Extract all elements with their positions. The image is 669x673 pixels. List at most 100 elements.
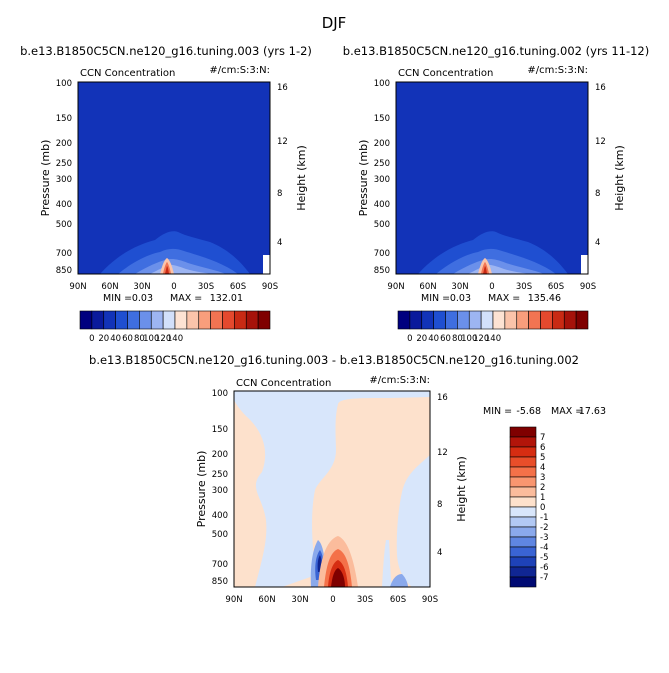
panel-c-ytick: 400 (212, 511, 228, 521)
panel-a-ytick: 150 (56, 114, 72, 124)
panel-a-xtick: 90S (262, 282, 278, 292)
panel-a-colorbar-swatch (162, 310, 176, 330)
panel-c-colorbar-swatch (509, 576, 537, 588)
panel-c-colorbar-label: -5 (540, 553, 548, 563)
panel-b-xtick: 0 (489, 282, 494, 292)
panel-a-colorbar-label: 100 (143, 334, 159, 344)
panel-a-xtick: 30S (198, 282, 214, 292)
panel-b-ytick: 200 (374, 139, 390, 149)
panel-c-colorbar-swatch (509, 466, 537, 478)
panel-b-min-value: 0.03 (450, 293, 471, 304)
panel-c-ytick: 250 (212, 470, 228, 480)
panel-c-colorbar-swatch (509, 506, 537, 518)
panel-c-colorbar-label: 6 (540, 443, 545, 453)
panel-b-colorbar-swatch (433, 310, 446, 330)
panel-c-xtick: 60S (390, 595, 406, 605)
panel-b-colorbar-swatch (528, 310, 541, 330)
panel-c-colorbar-swatch (509, 456, 537, 468)
panel-b-colorbar-label: 40 (428, 334, 439, 344)
panel-c-colorbar-label: -2 (540, 523, 548, 533)
panel-c-xtick: 30N (291, 595, 308, 605)
panel-b-ylabel: Pressure (mb) (357, 140, 370, 217)
panel-b-ytick: 100 (374, 79, 390, 89)
panel-a-ytick-right: 4 (277, 238, 282, 248)
panel-c-colorbar-label: -4 (540, 543, 548, 553)
panel-c-ylabel-right: Height (km) (455, 456, 468, 522)
panel-c-colorbar-swatch (509, 536, 537, 548)
panel-a-ytick: 100 (56, 79, 72, 89)
panel-b-peak-core (483, 266, 487, 274)
panel-c-xtick: 90S (422, 595, 438, 605)
panel-b-ytick: 850 (374, 266, 390, 276)
panel-c-colorbar-swatch (509, 556, 537, 568)
panel-a-peak-core (165, 266, 169, 274)
panel-b-colorbar-swatch (421, 310, 434, 330)
panel-b: b.e13.B1850C5CN.ne120_g16.tuning.002 (yr… (343, 44, 649, 344)
panel-b-colorbar-swatch (516, 310, 529, 330)
panel-b-colorbar-label: 140 (485, 334, 501, 344)
panel-a-ytick: 400 (56, 200, 72, 210)
panel-c-ytick: 100 (212, 389, 228, 399)
panel-a-xtick: 30N (133, 282, 150, 292)
panel-b-xtick: 30S (516, 282, 532, 292)
panel-b-colorbar-swatch (480, 310, 494, 330)
panel-a-colorbar-swatch (234, 310, 247, 330)
panel-a-max-label: MAX = (170, 293, 202, 304)
panel-b-min-label: MIN = (421, 293, 450, 304)
panel-c-colorbar-label: -3 (540, 533, 548, 543)
panel-b-colorbar-swatch (552, 310, 565, 330)
panel-b-topography (581, 255, 588, 274)
panel-a-ylabel: Pressure (mb) (39, 140, 52, 217)
panel-a-colorbar-label: 0 (89, 334, 94, 344)
panel-b-colorbar-label: 120 (473, 334, 489, 344)
panel-c-colorbar-swatch (509, 476, 537, 488)
panel-a-colorbar-swatch (139, 310, 152, 330)
panel-b-ytick-right: 4 (595, 238, 600, 248)
panel-c: b.e13.B1850C5CN.ne120_g16.tuning.003 - b… (89, 353, 606, 605)
panel-a-min-label: MIN = (103, 293, 132, 304)
panel-b-stats: MIN = 0.03 MAX = 135.46 (421, 293, 561, 304)
panel-b-colorbar-label: 100 (461, 334, 477, 344)
panel-a-xtick: 60N (101, 282, 118, 292)
panel-a-ytick: 200 (56, 139, 72, 149)
panel-b-ytick: 400 (374, 200, 390, 210)
panel-b-ytick: 250 (374, 159, 390, 169)
panel-a-ylabel-right: Height (km) (295, 145, 308, 211)
panel-c-xtick: 0 (330, 595, 335, 605)
panel-a: b.e13.B1850C5CN.ne120_g16.tuning.003 (yr… (20, 44, 312, 344)
panel-a-ytick-right: 8 (277, 189, 282, 199)
panel-c-axes: 100 150 200 250 300 400 500 700 850 16 1… (195, 389, 606, 605)
panel-c-colorbar-label: 7 (540, 433, 545, 443)
panel-c-negative-strip-right (382, 540, 392, 587)
panel-a-ytick: 850 (56, 266, 72, 276)
panel-c-max-value: 17.63 (579, 406, 606, 417)
panel-a-ytick: 300 (56, 175, 72, 185)
panel-c-ytick: 150 (212, 425, 228, 435)
panel-b-ytick: 150 (374, 114, 390, 124)
panel-b-colorbar-label: 0 (407, 334, 412, 344)
panel-b-ytick-right: 12 (595, 137, 606, 147)
panel-b-colorbar-label: 60 (440, 334, 451, 344)
panel-a-ytick-right: 12 (277, 137, 288, 147)
panel-c-xtick: 90N (225, 595, 242, 605)
panel-c-ytick-right: 4 (437, 548, 442, 558)
panel-a-colorbar-label: 40 (110, 334, 121, 344)
panel-a-colorbar-label: 80 (134, 334, 145, 344)
panel-a-stats: MIN = 0.03 MAX = 132.01 (103, 293, 243, 304)
panel-c-colorbar-label: -1 (540, 513, 548, 523)
panel-a-colorbar-swatch (198, 310, 211, 330)
panel-c-colorbar-swatch (509, 496, 537, 508)
panel-a-topography (263, 255, 270, 274)
panel-a-colorbar-swatch (79, 310, 93, 330)
panel-b-colorbar-swatch (468, 310, 482, 330)
panel-b-colorbar-swatch (540, 310, 553, 330)
panel-b-xtick: 90S (580, 282, 596, 292)
panel-b-title: b.e13.B1850C5CN.ne120_g16.tuning.002 (yr… (343, 44, 649, 58)
panel-c-blue-bottom (390, 574, 408, 587)
panel-a-colorbar-swatch (115, 310, 128, 330)
panel-c-frame (233, 390, 431, 588)
